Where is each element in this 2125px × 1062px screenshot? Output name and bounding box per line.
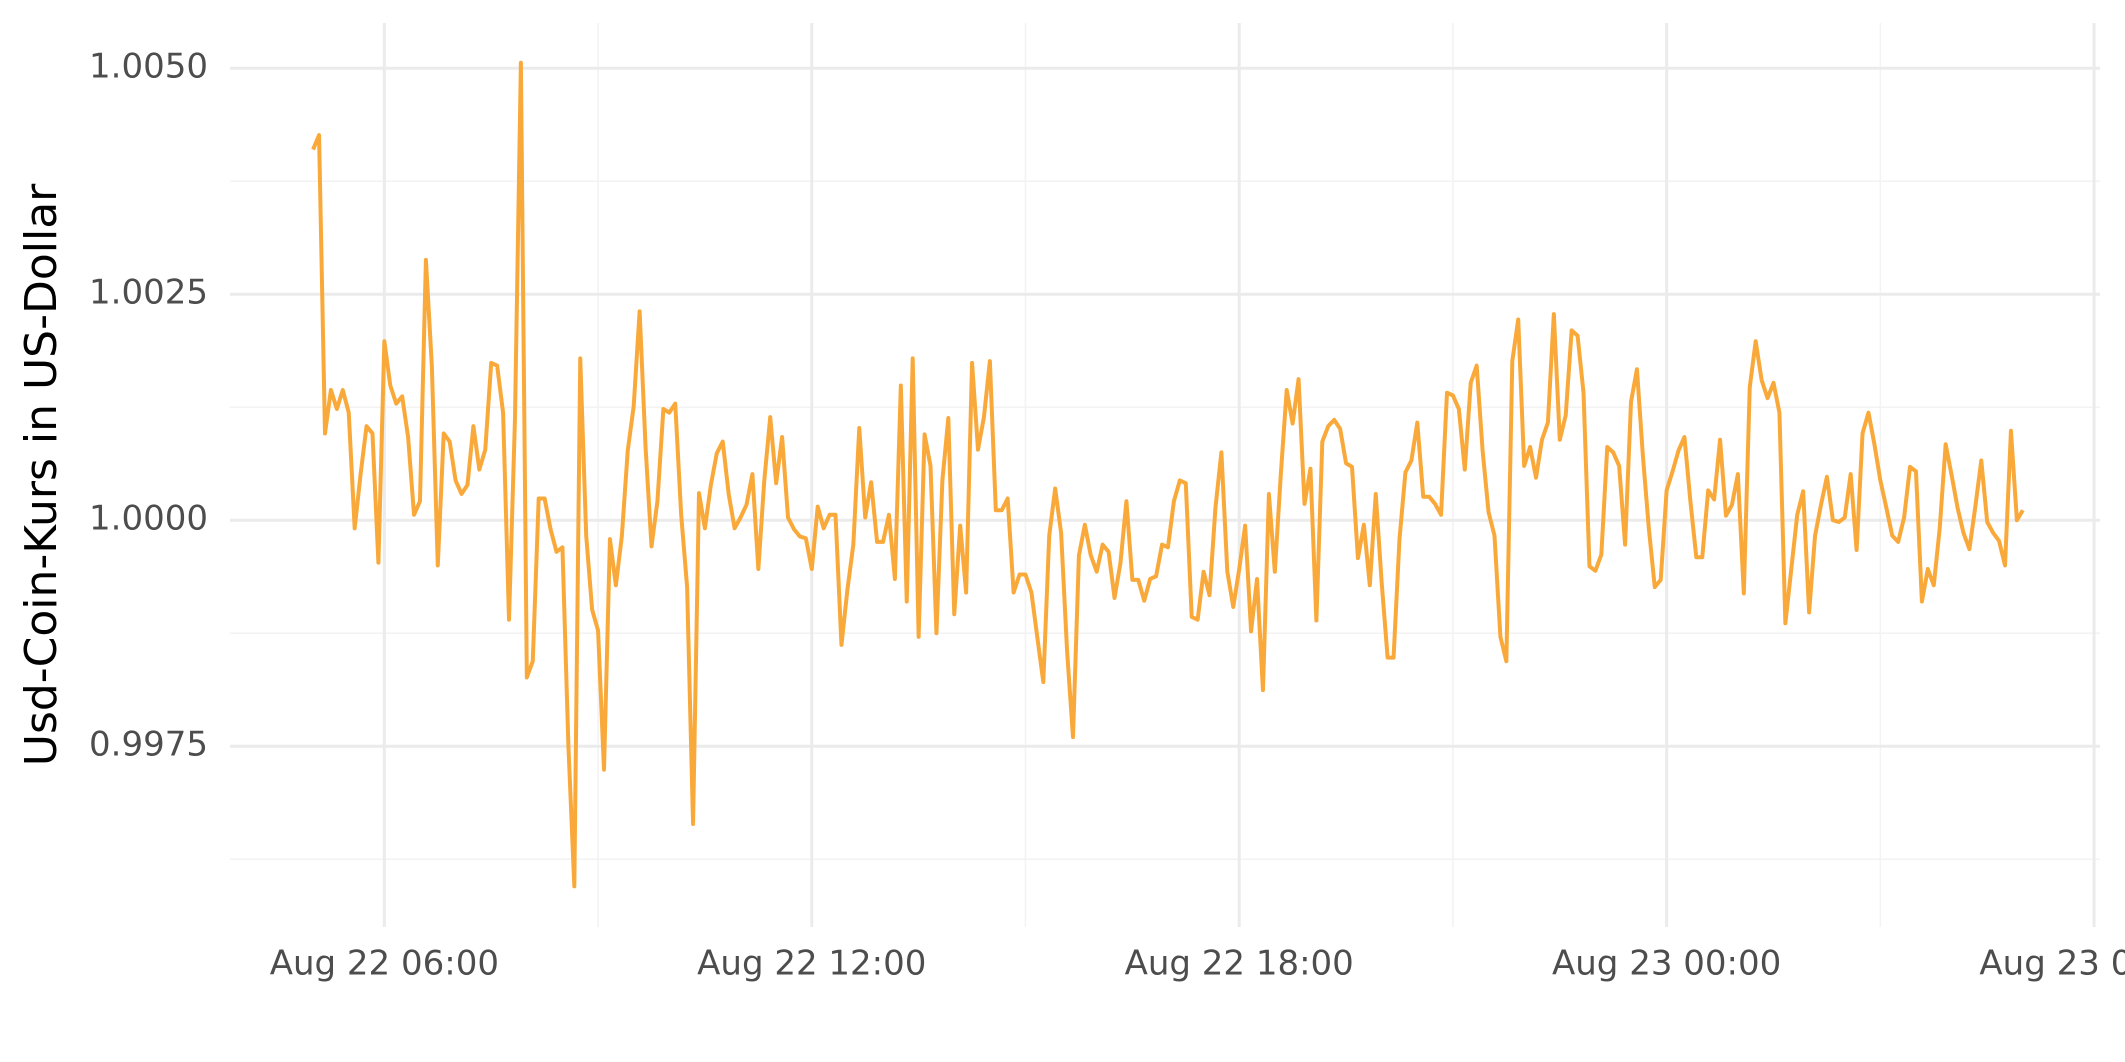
y-tick-label: 1.0050 [89, 47, 208, 87]
x-tick-label: Aug 22 06:00 [270, 944, 499, 984]
x-tick-label: Aug 22 18:00 [1125, 944, 1354, 984]
x-tick-label: Aug 22 12:00 [697, 944, 926, 984]
y-axis-title: Usd-Coin-Kurs in US-Dollar [16, 183, 67, 766]
grid [230, 23, 2100, 927]
y-tick-label: 0.9975 [89, 725, 208, 765]
y-tick-label: 1.0025 [89, 273, 208, 313]
price-line [311, 60, 2025, 889]
x-tick-label: Aug 23 00:00 [1552, 944, 1781, 984]
x-tick-label: Aug 23 06:00 [1979, 944, 2125, 984]
y-tick-label: 1.0000 [89, 499, 208, 539]
